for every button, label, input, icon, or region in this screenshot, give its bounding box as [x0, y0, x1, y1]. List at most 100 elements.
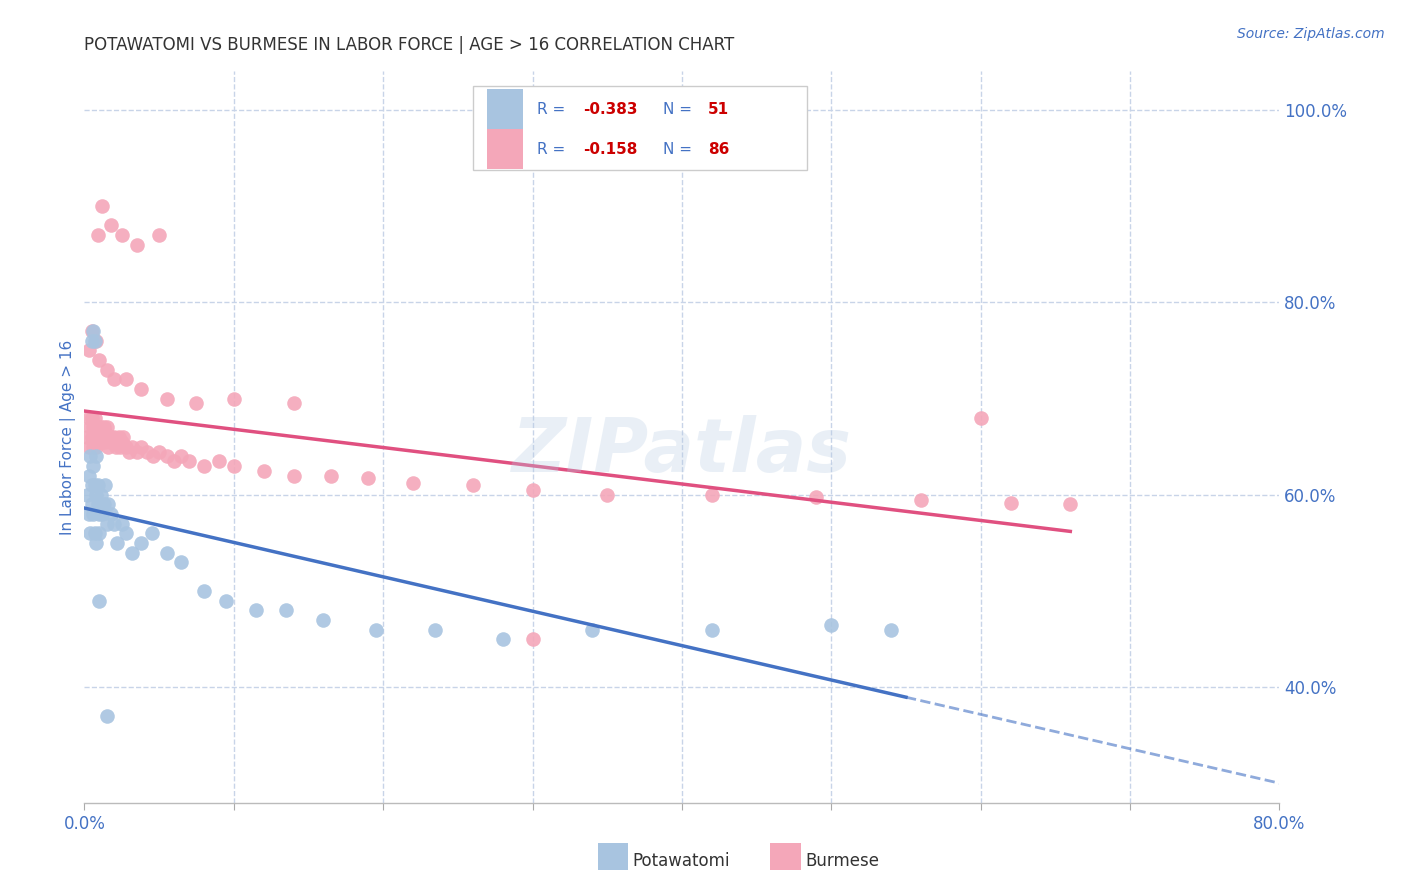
Point [77, 343, 100, 358]
Point [111, 516, 134, 531]
Point [77, 440, 100, 454]
Point [79, 420, 101, 434]
Point [155, 545, 177, 559]
Point [76, 488, 98, 502]
Point [283, 396, 305, 410]
Point [121, 545, 143, 559]
Point [86, 488, 108, 502]
Point [118, 444, 141, 458]
Point [96, 430, 118, 444]
Point [193, 458, 215, 473]
Text: 51: 51 [709, 102, 730, 117]
Point [129, 536, 152, 550]
Point [163, 454, 186, 468]
Point [581, 623, 603, 637]
Point [186, 396, 208, 410]
Point [245, 603, 267, 617]
Point [87, 498, 110, 512]
Point [596, 488, 619, 502]
Point [89, 593, 111, 607]
Point [83, 410, 105, 425]
Point [312, 613, 335, 627]
Point [111, 434, 134, 449]
Point [208, 454, 231, 468]
Point [93, 430, 115, 444]
Point [83, 526, 105, 541]
Point [820, 617, 842, 632]
Point [80, 410, 103, 425]
Point [125, 237, 148, 252]
Point [91, 434, 114, 449]
Point [82, 458, 104, 473]
Point [94, 478, 117, 492]
Point [364, 623, 387, 637]
Point [86, 440, 108, 454]
Point [83, 334, 105, 348]
Point [80, 478, 103, 492]
Point [86, 425, 108, 440]
Point [700, 488, 723, 502]
Point [83, 430, 105, 444]
Point [96, 362, 118, 376]
Point [82, 507, 104, 521]
Point [90, 430, 112, 444]
Point [89, 434, 111, 449]
Point [129, 382, 152, 396]
Text: ZIPatlas: ZIPatlas [512, 415, 852, 488]
Point [80, 498, 103, 512]
Point [100, 430, 122, 444]
Point [222, 458, 245, 473]
Point [148, 444, 170, 458]
Point [90, 420, 112, 434]
Point [80, 324, 103, 338]
Point [215, 593, 238, 607]
Text: N =: N = [662, 102, 696, 117]
Point [880, 623, 903, 637]
Point [87, 420, 110, 434]
Point [89, 425, 111, 440]
Point [89, 526, 111, 541]
Point [177, 454, 200, 468]
Point [193, 584, 215, 599]
Point [105, 536, 128, 550]
Point [100, 507, 122, 521]
Point [82, 420, 104, 434]
Text: Potawatomi: Potawatomi [633, 852, 730, 870]
Point [80, 430, 103, 444]
Point [101, 434, 124, 449]
Point [112, 430, 135, 444]
Point [107, 430, 129, 444]
Point [522, 632, 544, 647]
Text: -0.383: -0.383 [582, 102, 637, 117]
Point [170, 555, 193, 569]
Point [425, 623, 447, 637]
Text: R =: R = [537, 142, 571, 157]
Point [96, 420, 118, 434]
Text: 86: 86 [709, 142, 730, 157]
Text: POTAWATOMI VS BURMESE IN LABOR FORCE | AGE > 16 CORRELATION CHART: POTAWATOMI VS BURMESE IN LABOR FORCE | A… [84, 36, 734, 54]
Point [105, 434, 128, 449]
Point [104, 440, 127, 454]
Point [115, 440, 138, 454]
Point [910, 492, 932, 507]
Point [155, 450, 177, 464]
Point [115, 372, 138, 386]
Bar [486, 129, 523, 169]
Point [402, 476, 425, 491]
Point [97, 430, 120, 444]
Point [125, 444, 148, 458]
Point [79, 526, 101, 541]
Point [1059, 498, 1081, 512]
Point [110, 440, 132, 454]
Point [97, 440, 120, 454]
Point [253, 464, 276, 478]
Point [91, 425, 114, 440]
Point [96, 516, 118, 531]
Point [91, 199, 114, 213]
Point [121, 440, 143, 454]
Point [461, 478, 484, 492]
Point [83, 478, 105, 492]
Point [141, 526, 163, 541]
Point [79, 450, 101, 464]
Point [111, 227, 134, 242]
